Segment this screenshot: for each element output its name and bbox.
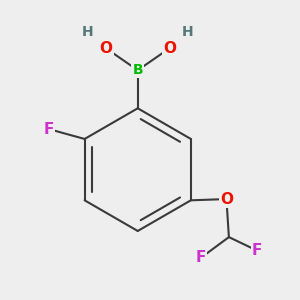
Text: F: F xyxy=(196,250,206,266)
Text: F: F xyxy=(44,122,54,136)
Text: F: F xyxy=(252,243,262,258)
Text: H: H xyxy=(182,25,194,39)
Text: O: O xyxy=(220,192,233,207)
Text: H: H xyxy=(82,25,93,39)
Text: B: B xyxy=(132,63,143,77)
Text: O: O xyxy=(99,41,112,56)
Text: O: O xyxy=(163,41,176,56)
